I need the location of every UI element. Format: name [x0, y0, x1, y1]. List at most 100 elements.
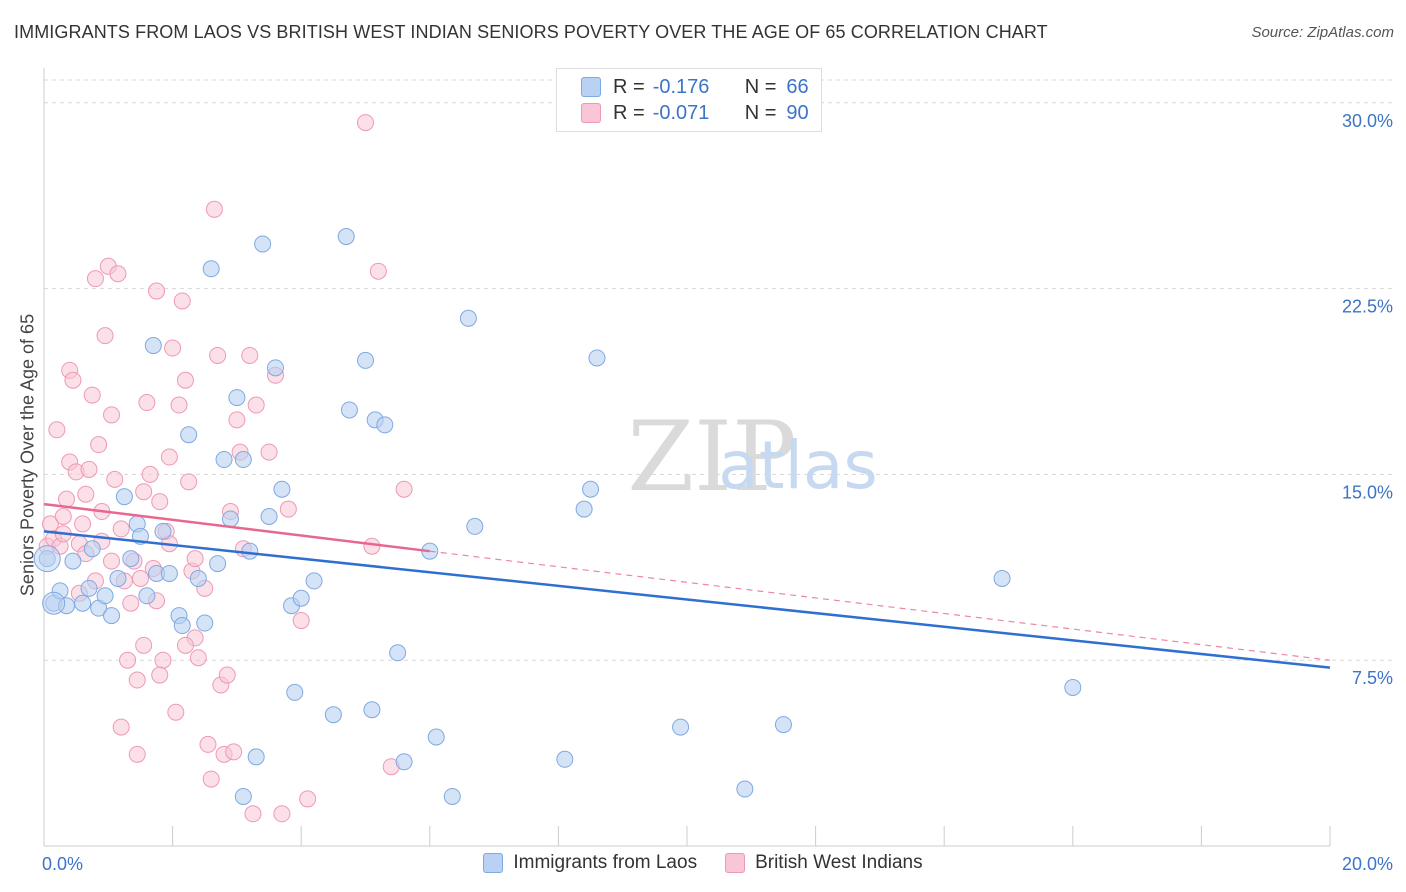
data-point-british-west-indians — [180, 473, 198, 491]
data-point-british-west-indians — [122, 594, 140, 612]
n-value: 66 — [786, 75, 809, 98]
data-point-british-west-indians — [86, 270, 104, 288]
trendlines — [43, 502, 1331, 669]
data-point-immigrants-from-laos — [427, 728, 445, 746]
data-point-immigrants-from-laos — [337, 228, 355, 246]
data-point-british-west-indians — [218, 666, 236, 684]
data-point-british-west-indians — [160, 448, 178, 466]
data-point-immigrants-from-laos — [215, 451, 233, 469]
data-point-immigrants-from-laos — [443, 787, 461, 805]
data-point-immigrants-from-laos — [273, 480, 291, 498]
data-point-immigrants-from-laos — [189, 569, 207, 587]
data-point-british-west-indians — [83, 386, 101, 404]
source-credit: Source: ZipAtlas.com — [1251, 24, 1394, 41]
data-point-british-west-indians — [176, 371, 194, 389]
data-point-immigrants-from-laos — [672, 718, 690, 736]
data-point-immigrants-from-laos — [83, 540, 101, 558]
data-point-british-west-indians — [225, 743, 243, 761]
data-point-british-west-indians — [151, 666, 169, 684]
data-point-british-west-indians — [395, 480, 413, 498]
data-point-immigrants-from-laos — [556, 750, 574, 768]
watermark-zip: ZIP — [627, 401, 796, 513]
data-point-immigrants-from-laos — [80, 579, 98, 597]
data-point-immigrants-from-laos — [234, 787, 252, 805]
data-point-immigrants-from-laos — [357, 351, 374, 369]
data-point-immigrants-from-laos — [466, 517, 484, 535]
data-point-british-west-indians — [202, 770, 220, 788]
data-point-british-west-indians — [106, 470, 124, 488]
data-point-british-west-indians — [131, 569, 149, 587]
data-point-immigrants-from-laos — [33, 545, 61, 573]
data-point-immigrants-from-laos — [115, 488, 133, 506]
r-label: R = — [613, 75, 645, 98]
data-point-british-west-indians — [103, 552, 121, 570]
data-point-british-west-indians — [173, 292, 191, 310]
data-point-british-west-indians — [247, 396, 265, 414]
data-point-british-west-indians — [299, 790, 317, 808]
data-point-immigrants-from-laos — [389, 644, 407, 662]
data-point-british-west-indians — [189, 649, 207, 667]
stats-row-laos: R = -0.176 N = 66 — [581, 75, 809, 99]
data-point-immigrants-from-laos — [993, 569, 1011, 587]
watermark-atlas: atlas — [718, 427, 878, 504]
data-point-immigrants-from-laos — [254, 235, 272, 253]
r-value: -0.071 — [652, 101, 710, 124]
data-point-british-west-indians — [48, 421, 66, 439]
data-point-british-west-indians — [292, 612, 310, 630]
data-point-british-west-indians — [151, 493, 169, 511]
data-point-british-west-indians — [244, 805, 262, 823]
data-point-immigrants-from-laos — [266, 359, 284, 377]
data-point-british-west-indians — [54, 508, 72, 526]
data-point-immigrants-from-laos — [575, 500, 593, 518]
data-point-immigrants-from-laos — [144, 337, 162, 355]
stats-legend: R = -0.176 N = 66 R = -0.071 N = 90 — [556, 68, 822, 132]
data-point-british-west-indians — [363, 537, 381, 555]
series-immigrants-from-laos — [33, 228, 1082, 805]
r-label: R = — [613, 101, 645, 124]
legend-item-bwi[interactable]: British West Indians — [725, 852, 923, 874]
data-point-immigrants-from-laos — [582, 480, 600, 498]
data-point-british-west-indians — [260, 443, 278, 461]
data-point-british-west-indians — [109, 265, 127, 283]
data-point-british-west-indians — [241, 346, 259, 364]
data-point-immigrants-from-laos — [209, 555, 227, 573]
data-point-british-west-indians — [64, 371, 82, 389]
bwi-swatch — [581, 103, 601, 123]
legend-item-laos[interactable]: Immigrants from Laos — [483, 852, 697, 874]
data-point-british-west-indians — [176, 636, 194, 654]
laos-swatch — [581, 77, 601, 97]
data-point-british-west-indians — [148, 282, 166, 300]
x-tick-label: 20.0% — [1342, 854, 1393, 874]
trendline-british-west-indians-extension — [429, 550, 1331, 661]
data-point-immigrants-from-laos — [109, 569, 127, 587]
y-tick-label: 7.5% — [1352, 668, 1393, 688]
data-point-immigrants-from-laos — [122, 550, 140, 568]
data-point-immigrants-from-laos — [173, 617, 191, 635]
data-point-immigrants-from-laos — [103, 607, 121, 625]
data-point-immigrants-from-laos — [42, 591, 66, 615]
trendline-immigrants-from-laos — [43, 530, 1331, 669]
data-point-immigrants-from-laos — [305, 572, 323, 590]
data-point-immigrants-from-laos — [196, 614, 214, 632]
data-point-immigrants-from-laos — [292, 589, 310, 607]
data-point-immigrants-from-laos — [241, 542, 259, 560]
data-point-british-west-indians — [205, 200, 223, 218]
data-point-immigrants-from-laos — [234, 451, 252, 469]
data-point-british-west-indians — [167, 703, 185, 721]
series-british-west-indians — [38, 114, 413, 823]
data-point-british-west-indians — [357, 114, 374, 132]
data-point-immigrants-from-laos — [64, 552, 82, 570]
data-point-immigrants-from-laos — [363, 701, 381, 719]
data-point-immigrants-from-laos — [395, 753, 413, 771]
data-point-immigrants-from-laos — [160, 564, 178, 582]
data-point-british-west-indians — [128, 745, 146, 763]
y-tick-label: 15.0% — [1342, 482, 1393, 502]
y-tick-label: 30.0% — [1342, 111, 1393, 131]
x-tick-label: 0.0% — [42, 854, 83, 874]
data-point-british-west-indians — [279, 500, 297, 518]
data-point-british-west-indians — [209, 346, 227, 364]
data-point-british-west-indians — [135, 636, 153, 654]
series-legend: Immigrants from Laos British West Indian… — [0, 852, 1406, 874]
chart-title: IMMIGRANTS FROM LAOS VS BRITISH WEST IND… — [14, 22, 1048, 42]
